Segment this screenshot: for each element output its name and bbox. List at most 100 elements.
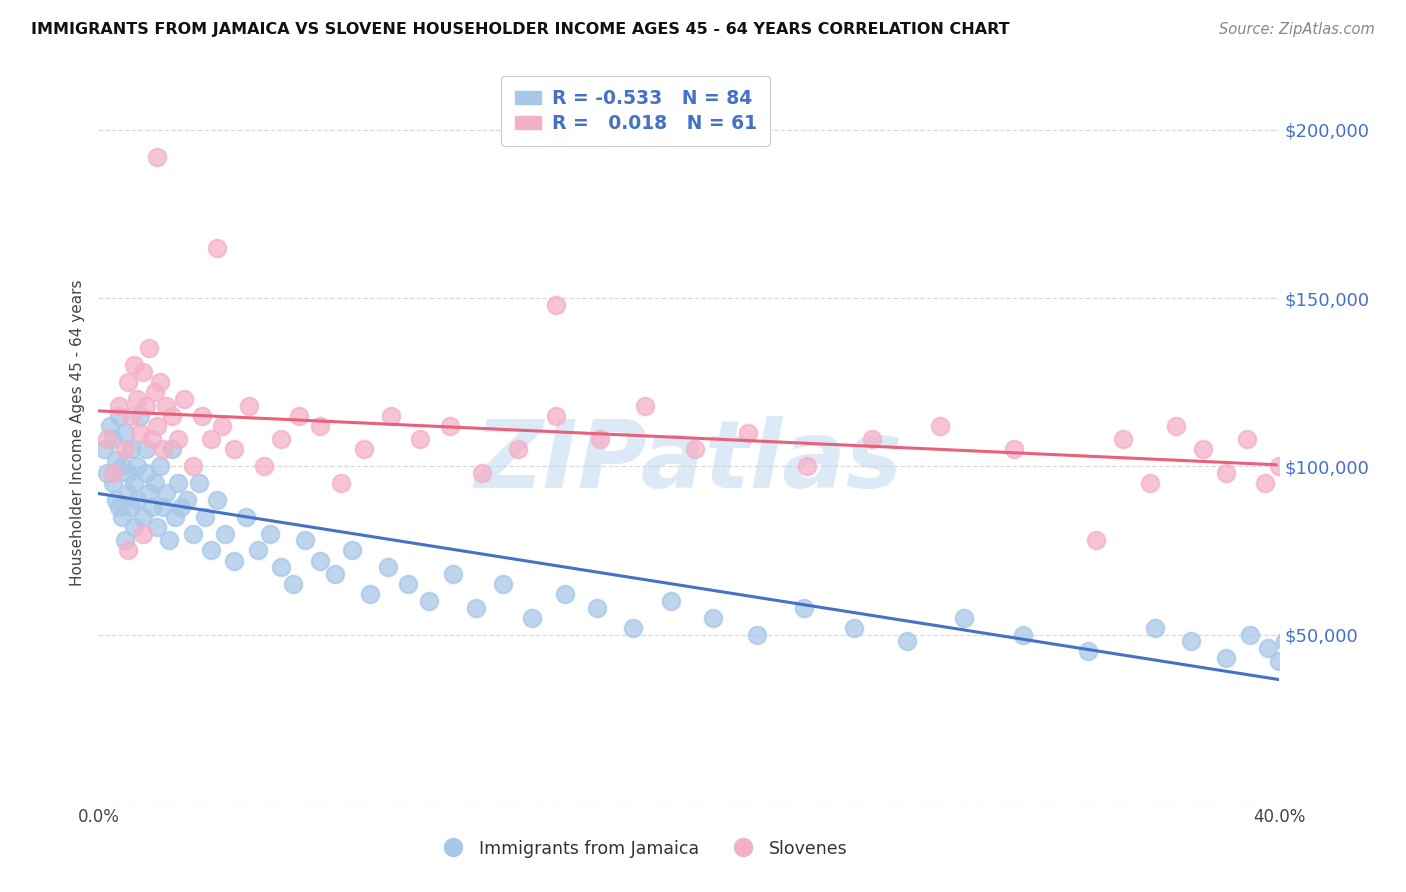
Point <box>103 466 125 480</box>
Point <box>138 342 160 356</box>
Point <box>1268 459 1291 474</box>
Point <box>117 486 139 500</box>
Point <box>103 433 125 447</box>
Point <box>270 433 292 447</box>
Point <box>224 553 246 567</box>
Point <box>128 409 150 423</box>
Point <box>246 543 269 558</box>
Point <box>120 409 142 423</box>
Point <box>128 425 150 440</box>
Point <box>294 533 316 548</box>
Point <box>309 418 332 433</box>
Point <box>1274 634 1296 648</box>
Point <box>155 399 177 413</box>
Point <box>1298 668 1320 682</box>
Point <box>105 452 128 467</box>
Text: Source: ZipAtlas.com: Source: ZipAtlas.com <box>1219 22 1375 37</box>
Point <box>114 442 136 457</box>
Point <box>1002 442 1025 457</box>
Point <box>117 466 139 480</box>
Point <box>205 240 228 255</box>
Point <box>194 509 217 524</box>
Point <box>98 418 121 433</box>
Point <box>554 587 576 601</box>
Point <box>214 526 236 541</box>
Point <box>1180 634 1202 648</box>
Y-axis label: Householder Income Ages 45 - 64 years: Householder Income Ages 45 - 64 years <box>70 279 86 586</box>
Point <box>181 526 204 541</box>
Point <box>283 577 305 591</box>
Point <box>1077 644 1099 658</box>
Point <box>141 500 163 514</box>
Point <box>152 442 174 457</box>
Point <box>737 425 759 440</box>
Point <box>1257 640 1279 655</box>
Point <box>122 520 145 534</box>
Point <box>702 610 724 624</box>
Point <box>149 375 172 389</box>
Point <box>259 526 281 541</box>
Point <box>1292 661 1315 675</box>
Point <box>181 459 204 474</box>
Point <box>1085 533 1108 548</box>
Point <box>165 509 187 524</box>
Point <box>132 509 155 524</box>
Point <box>398 577 420 591</box>
Point <box>122 359 145 373</box>
Point <box>125 459 148 474</box>
Point <box>167 433 190 447</box>
Point <box>929 418 952 433</box>
Point <box>441 566 464 581</box>
Point <box>439 418 461 433</box>
Point <box>105 492 128 507</box>
Point <box>323 566 346 581</box>
Point <box>200 543 222 558</box>
Point <box>546 298 568 312</box>
Point <box>1215 466 1237 480</box>
Point <box>149 459 172 474</box>
Point <box>1268 655 1291 669</box>
Point <box>155 486 177 500</box>
Point <box>117 375 139 389</box>
Point <box>238 399 260 413</box>
Point <box>621 621 644 635</box>
Point <box>211 418 233 433</box>
Point <box>143 476 166 491</box>
Point <box>359 587 381 601</box>
Point <box>342 543 364 558</box>
Point <box>187 476 209 491</box>
Point <box>108 409 131 423</box>
Point <box>745 627 768 641</box>
Point <box>176 492 198 507</box>
Point <box>93 442 115 457</box>
Point <box>1215 651 1237 665</box>
Point <box>589 433 612 447</box>
Point <box>117 543 139 558</box>
Point <box>170 500 193 514</box>
Point <box>173 392 195 406</box>
Point <box>793 600 815 615</box>
Point <box>146 520 169 534</box>
Point <box>329 476 352 491</box>
Point <box>1139 476 1161 491</box>
Point <box>143 385 166 400</box>
Point <box>125 392 148 406</box>
Point <box>205 492 228 507</box>
Point <box>659 594 682 608</box>
Point <box>418 594 440 608</box>
Point <box>1239 627 1261 641</box>
Point <box>108 500 131 514</box>
Point <box>377 560 399 574</box>
Point <box>683 442 706 457</box>
Point <box>1284 648 1306 662</box>
Point <box>135 466 157 480</box>
Point <box>103 476 125 491</box>
Point <box>146 150 169 164</box>
Point <box>167 476 190 491</box>
Point <box>270 560 292 574</box>
Point <box>114 533 136 548</box>
Point <box>1191 442 1213 457</box>
Point <box>125 492 148 507</box>
Point <box>409 433 432 447</box>
Point <box>157 533 180 548</box>
